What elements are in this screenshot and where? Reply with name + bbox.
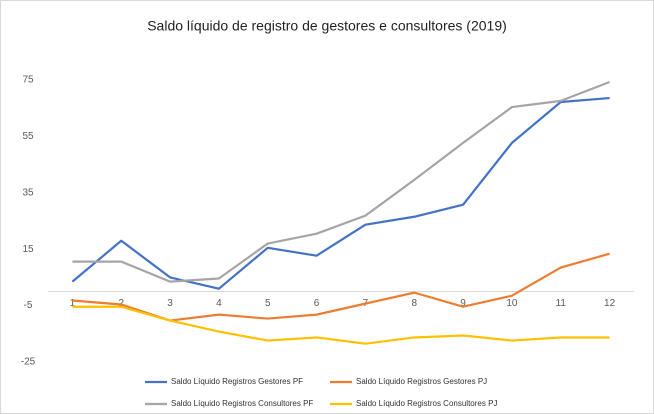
- x-tick-label: 11: [556, 298, 567, 309]
- y-tick-label: 35: [22, 187, 34, 198]
- x-tick-label: 4: [216, 298, 222, 309]
- x-tick-label: 1: [70, 298, 76, 309]
- x-tick-label: 12: [604, 298, 616, 309]
- y-tick-label: -25: [21, 357, 36, 368]
- x-tick-label: 9: [460, 298, 466, 309]
- legend-label: Saldo Líquido Registros Gestores PJ: [356, 377, 487, 386]
- y-tick-label: 15: [22, 244, 34, 255]
- x-tick-label: 10: [506, 298, 518, 309]
- series-line: [72, 305, 610, 345]
- y-tick-label: 55: [22, 131, 34, 142]
- legend-label: Saldo Líquido Registros Consultores PF: [171, 399, 313, 408]
- x-tick-label: 5: [265, 298, 271, 309]
- x-tick-label: 8: [411, 298, 417, 309]
- chart-title: Saldo líquido de registro de gestores e …: [147, 18, 507, 34]
- y-tick-label: -5: [24, 300, 33, 311]
- series-line: [71, 96, 610, 290]
- series-line: [72, 80, 610, 283]
- y-tick-label: 75: [22, 75, 34, 86]
- x-tick-label: 6: [314, 298, 320, 309]
- legend-label: Saldo Líquido Registros Gestores PF: [171, 377, 303, 386]
- legend-label: Saldo Líquido Registros Consultores PJ: [356, 399, 497, 408]
- x-tick-label: 3: [167, 298, 173, 309]
